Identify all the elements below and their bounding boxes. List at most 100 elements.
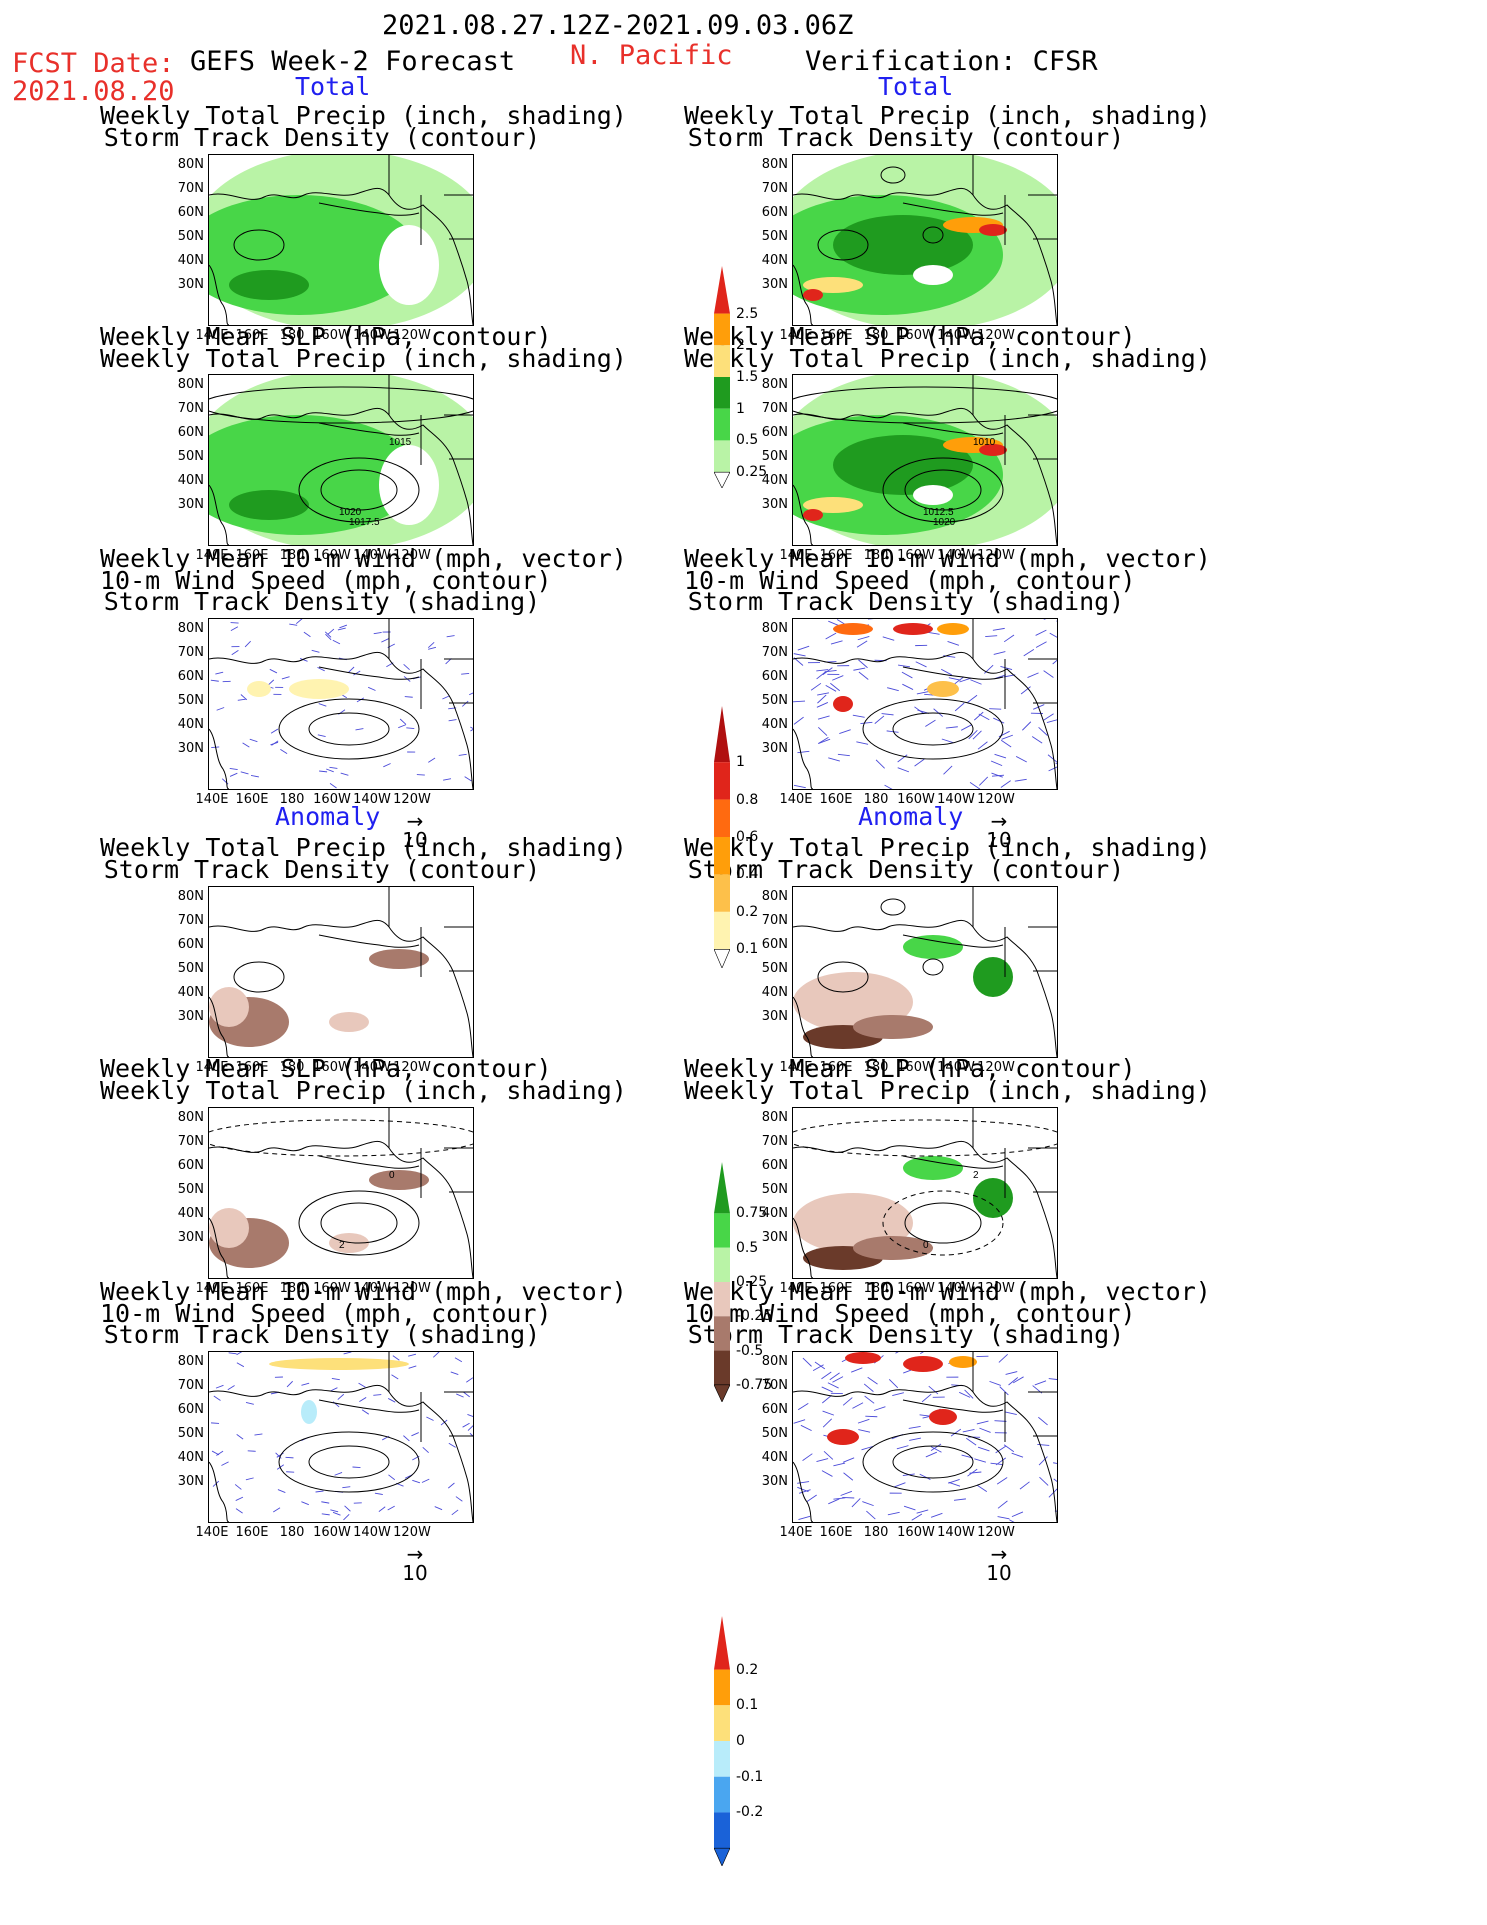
obs-anom-precip-lon-label: 120W: [977, 1060, 1015, 1075]
wind-vector: [860, 721, 873, 725]
wind-vector: [321, 1501, 330, 1504]
precip-shading: [979, 224, 1007, 236]
storm-track-contour: [233, 961, 285, 993]
wind-vector: [275, 1452, 282, 1459]
colorbar-total-precip-svg: [713, 266, 731, 489]
wind-vector: [959, 1391, 971, 1398]
wind-vector: [840, 1490, 853, 1496]
wind-vector: [1000, 666, 1013, 670]
wind-vector: [825, 632, 837, 640]
contour-label: 2: [339, 1240, 345, 1251]
reference-value: 10: [986, 828, 1012, 852]
wind-vector: [996, 1477, 1008, 1485]
wind-vector: [443, 778, 452, 781]
wind-vector: [864, 1395, 875, 1404]
fcst-total-wind-lon-label: 160E: [235, 792, 269, 807]
wind-vector: [387, 1505, 395, 1511]
fcst-anom-wind-lon-label: 160E: [235, 1525, 269, 1540]
precip-dry-area: [379, 225, 439, 305]
obs-anom-wind-lat-label: 80N: [761, 1354, 788, 1369]
wind-vector: [979, 1427, 991, 1433]
wind-vector: [340, 772, 349, 776]
wind-vector: [825, 684, 837, 692]
wind-vector: [800, 1424, 812, 1432]
wind-vector: [1053, 1462, 1057, 1464]
wind-vector: [331, 1377, 340, 1381]
obs-anom-slp-lon-label: 140E: [779, 1281, 813, 1296]
obs-total-slp-lon-label: 140E: [779, 548, 813, 563]
wind-vector: [408, 1365, 417, 1369]
precip-anomaly-shading: [329, 1012, 369, 1032]
wind-vector: [398, 724, 406, 729]
fcst-total-precip-map: [208, 154, 474, 326]
obs-anom-wind-lon-label: 180: [863, 1525, 889, 1540]
colorbar-anomaly-precip-label: -0.75: [736, 1376, 773, 1393]
wind-vector: [383, 763, 391, 768]
wind-vector: [925, 719, 936, 727]
precip-shading: [803, 509, 823, 521]
wind-vector: [875, 759, 885, 769]
storm-track-contour: [880, 898, 906, 916]
wind-vector: [311, 649, 320, 653]
wind-vector: [422, 1446, 429, 1454]
obs-anom-precip-lat-label: 30N: [761, 1009, 788, 1024]
wind-vector: [276, 1452, 284, 1458]
fcst-total-wind-lat-label: 70N: [177, 645, 204, 660]
fcst-total-slp-title-1: Weekly Mean SLP (hPa, contour): [100, 322, 552, 351]
fcst-anom-wind-lat-label: 40N: [177, 1450, 204, 1465]
fcst-total-precip-title-1: Weekly Total Precip (inch, shading): [100, 101, 627, 130]
colorbar-swatch: [714, 440, 730, 473]
wind-vector: [984, 664, 994, 674]
obs-total-wind-lat-label: 30N: [761, 741, 788, 756]
wind-vector: [301, 1501, 309, 1506]
slp-contour: [793, 1119, 1057, 1157]
wind-vector: [461, 673, 470, 675]
wind-vector: [447, 1482, 455, 1489]
precip-shading: [833, 215, 973, 275]
obs-total-precip-map: [792, 154, 1058, 326]
wind-vector: [852, 1402, 864, 1409]
wind-vector: [1005, 1371, 1018, 1375]
obs-anom-precip-lon-label: 160E: [819, 1060, 853, 1075]
wind-vector: [236, 1434, 244, 1440]
wind-vector: [821, 1371, 832, 1380]
reference-value: 10: [402, 828, 428, 852]
wind-vector: [381, 638, 389, 643]
wind-vector: [454, 1357, 463, 1363]
wind-vector: [793, 653, 806, 657]
obs-anom-wind-map: [792, 1351, 1058, 1523]
wind-vector: [456, 1393, 464, 1398]
wind-vector: [440, 1419, 448, 1426]
wind-vector: [388, 1474, 396, 1481]
fcst-anom-precip-lon-label: 120W: [393, 1060, 431, 1075]
wind-vector: [211, 1422, 220, 1424]
wind-vector: [977, 1446, 990, 1452]
wind-vector: [1000, 739, 1012, 748]
precip-dry-area: [913, 485, 953, 505]
wind-vector: [318, 703, 327, 707]
wind-vector: [448, 719, 457, 722]
fcst-total-slp-lat-label: 80N: [177, 377, 204, 392]
wind-vector: [250, 775, 259, 778]
contour-label: 1012.5: [923, 507, 954, 518]
wind-vector: [837, 753, 850, 757]
wind-vector: [216, 707, 225, 711]
fcst-total-wind-title-3: Storm Track Density (shading): [103, 587, 541, 616]
wind-vector: [321, 1513, 330, 1516]
wind-speed-contour: [278, 1431, 420, 1493]
coastline: [209, 887, 473, 1057]
wind-vector: [270, 728, 279, 734]
wind-vector: [451, 1509, 459, 1516]
fcst-anom-precip-lat-label: 40N: [177, 985, 204, 1000]
obs-total-precip-plot: [793, 155, 1057, 325]
wind-vector: [828, 1498, 840, 1505]
coastline: [793, 1352, 1057, 1522]
obs-total-precip-lon-label: 180: [863, 328, 889, 343]
obs-total-wind-lon-label: 160E: [819, 792, 853, 807]
obs-total-wind-title-1: Weekly Mean 10-m Wind (mph, vector): [684, 544, 1211, 573]
obs-total-wind-lat-label: 60N: [761, 669, 788, 684]
obs-anom-wind-lon-label: 160E: [819, 1525, 853, 1540]
wind-vector: [470, 728, 473, 732]
fcst-total-wind-plot: [209, 619, 473, 789]
wind-vector: [325, 633, 332, 641]
